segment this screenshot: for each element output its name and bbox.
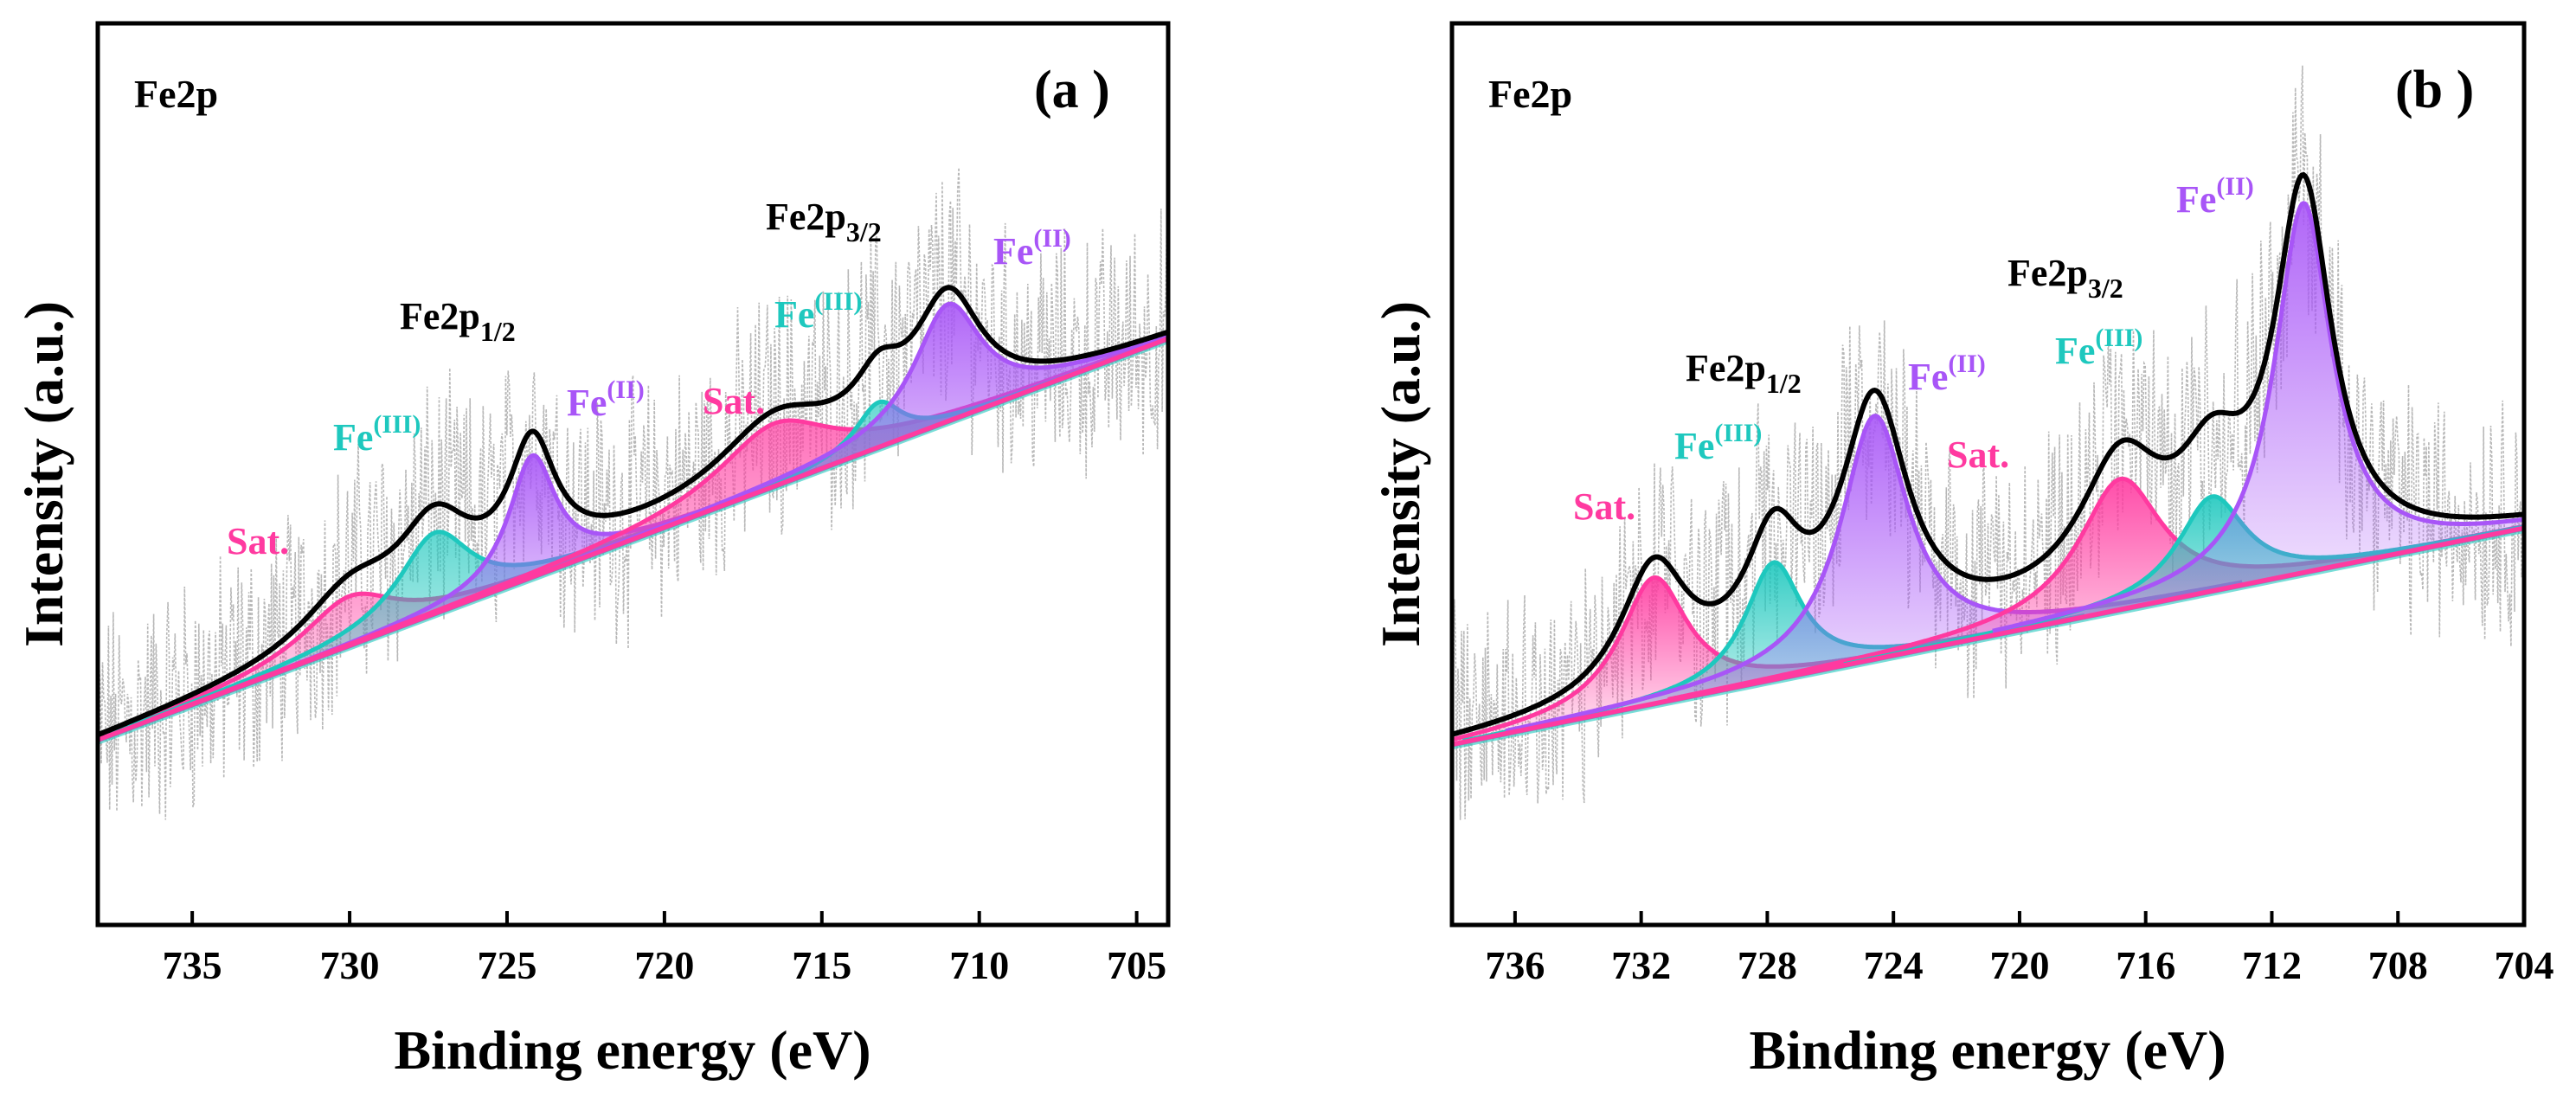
panel-a-y-axis-title: Intensity (a.u.) — [13, 301, 74, 647]
panel-b-annotation-4: Sat. — [1947, 433, 2009, 476]
panel-b-background-line — [1452, 525, 2524, 748]
panel-b-annotations: Sat. Fe(III) Fe2p1/2 Fe(II) Sat. Fe(III) Fe2p3… — [1573, 172, 2254, 528]
panel-a-annotations: Sat. Fe(III) Fe2p1/2 Fe(II) Sat. Fe(III) Fe2p3… — [227, 196, 1071, 562]
panel-a-annotation-1: Fe(III) — [333, 410, 421, 459]
panel-b-label: (b ) — [2395, 61, 2474, 119]
panel-a-x-tick-label: 710 — [949, 943, 1009, 987]
panel-a-annotation-3: Fe(II) — [567, 376, 645, 424]
panel-b-plot — [1452, 65, 2524, 844]
panel-b-annotation-3: Fe(II) — [1908, 350, 1986, 398]
panel-b-frame — [1449, 21, 2527, 928]
panel-a-frame — [95, 21, 1171, 928]
panel-a-peak-fill-2 — [278, 455, 787, 673]
panel-b-x-tick-label: 724 — [1864, 943, 1924, 987]
panel-b-x-tick-label: 704 — [2495, 943, 2554, 987]
panel-a-background-shadow — [98, 341, 1168, 745]
panel-b-x-tick-label: 720 — [1989, 943, 2049, 987]
panel-b-peak-fill-3 — [1667, 478, 2524, 702]
panel-a-background-line — [98, 336, 1168, 743]
panel-a-x-tick-label: 705 — [1107, 943, 1166, 987]
panel-b-x-tick-label: 716 — [2116, 943, 2175, 987]
panel-a-x-tick-label: 725 — [477, 943, 536, 987]
panel-a-x-tick-label: 730 — [320, 943, 380, 987]
panel-a: 735 730 725 720 715 710 705 Fe2p (a ) Binding … — [13, 21, 1171, 1081]
panel-b-annotation-7: Fe(II) — [2176, 172, 2254, 221]
panel-b-background-shadow — [1452, 530, 2524, 750]
panel-a-annotation-7: Fe(II) — [993, 224, 1071, 273]
panel-b-peak-fill-0 — [1452, 577, 2022, 745]
panel-b-x-tick-label: 732 — [1611, 943, 1671, 987]
panel-b-annotation-6: Fe2p3/2 — [2007, 252, 2123, 304]
panel-b-x-axis: 736 732 728 724 720 716 712 708 704 — [1485, 911, 2554, 987]
panel-a-x-axis: 735 730 725 720 715 710 705 — [163, 911, 1166, 987]
panel-a-envelope — [98, 285, 1168, 738]
panel-a-x-tick-label: 720 — [634, 943, 694, 987]
panel-a-element-label: Fe2p — [134, 72, 218, 116]
panel-b-peak-fill-2 — [1506, 415, 2243, 735]
panel-a-raw-spectrum — [98, 167, 1168, 820]
panel-a-annotation-0: Sat. — [227, 520, 289, 562]
panel-a-x-tick-label: 715 — [792, 943, 851, 987]
panel-a-annotation-4: Sat. — [703, 380, 765, 422]
panel-a-plot — [98, 167, 1168, 820]
panel-b-element-label: Fe2p — [1488, 72, 1572, 116]
panel-b-annotation-0: Sat. — [1573, 485, 1635, 528]
panel-a-annotation-2: Fe2p1/2 — [400, 295, 516, 347]
panel-b-x-tick-label: 728 — [1738, 943, 1797, 987]
panel-b-x-axis-title: Binding energy (eV) — [1749, 1019, 2226, 1081]
panel-a-label: (a ) — [1034, 61, 1110, 119]
panel-b: 736 732 728 724 720 716 712 708 704 Fe2p (b ) Bi… — [1370, 21, 2554, 1081]
panel-b-envelope — [1452, 171, 2524, 737]
panel-b-y-axis-title: Intensity (a.u.) — [1370, 301, 1431, 647]
panel-b-peak-line-5 — [1992, 201, 2524, 633]
panel-b-peak-fill-5 — [1992, 202, 2524, 636]
panel-b-annotation-1: Fe(III) — [1674, 419, 1762, 467]
panel-b-annotation-5: Fe(III) — [2055, 324, 2142, 372]
panel-a-annotation-6: Fe2p3/2 — [766, 196, 882, 247]
panel-b-annotation-2: Fe2p1/2 — [1686, 347, 1802, 399]
panel-b-x-tick-label: 708 — [2368, 943, 2428, 987]
panel-b-x-tick-label: 712 — [2242, 943, 2302, 987]
panel-a-annotation-5: Fe(III) — [774, 287, 862, 336]
panel-b-x-tick-label: 736 — [1485, 943, 1545, 987]
panel-a-x-axis-title: Binding energy (eV) — [394, 1019, 870, 1081]
panel-a-x-tick-label: 735 — [163, 943, 222, 987]
